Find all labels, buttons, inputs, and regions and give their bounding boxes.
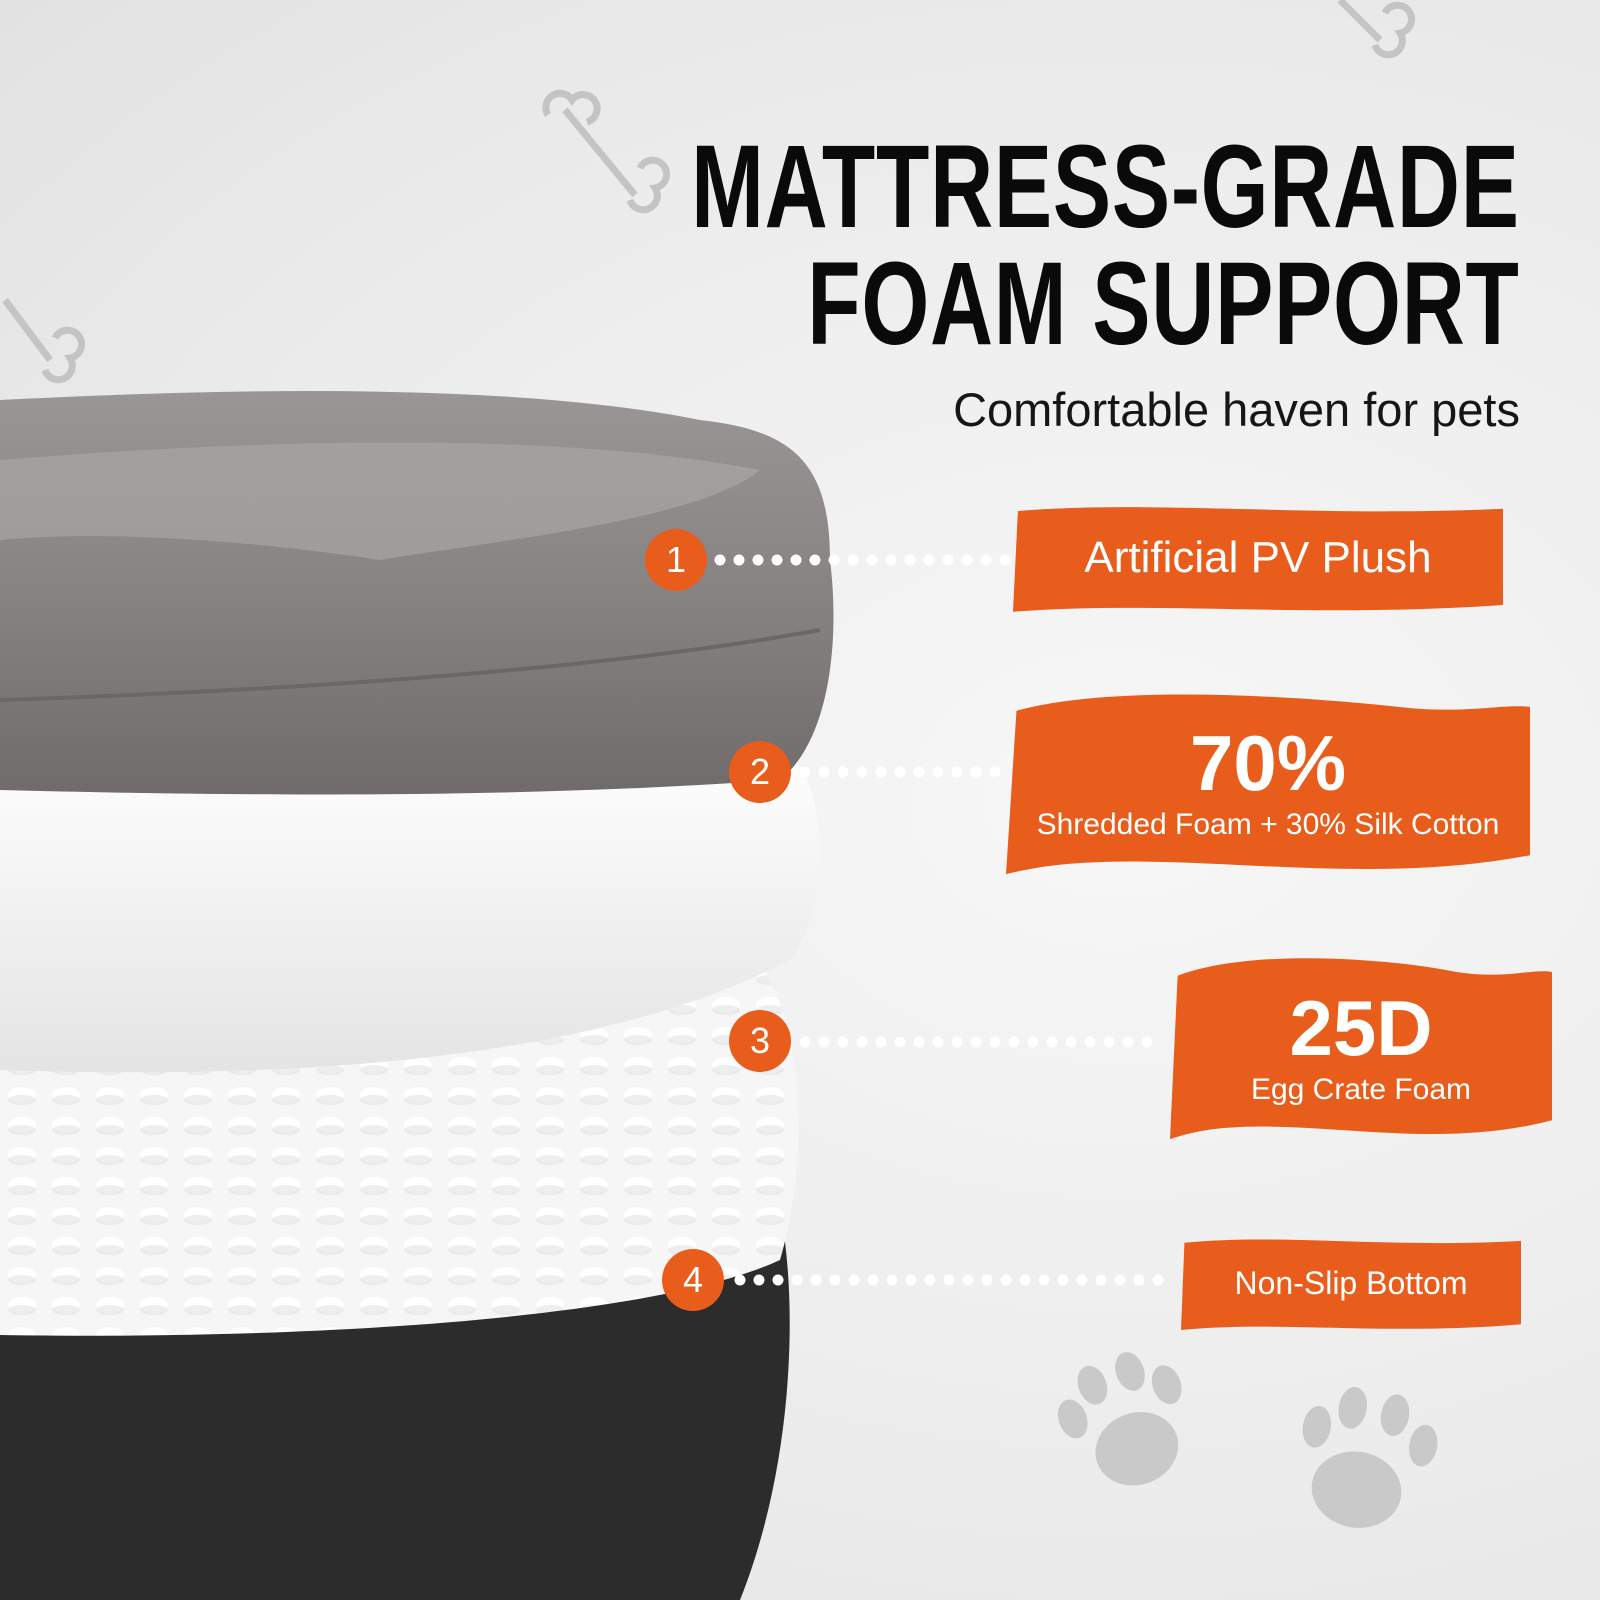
dotted-connectors	[714, 554, 1181, 1286]
bone-icon	[1337, 0, 1415, 59]
bone-icon	[2, 297, 85, 384]
heading-line-1: MATTRESS-GRADE	[691, 121, 1520, 253]
layer-badge-1: 1	[645, 529, 707, 591]
paw-print-icon	[1302, 1386, 1438, 1528]
heading-line-2: FOAM SUPPORT	[807, 238, 1520, 370]
layer-badge-2: 2	[729, 741, 791, 803]
layer-label: Non-Slip Bottom	[1234, 1265, 1468, 1301]
subtitle: Comfortable haven for pets	[953, 383, 1520, 436]
layer-value: 25D	[1289, 984, 1433, 1072]
bone-icon	[542, 89, 670, 214]
paw-print-icon	[1057, 1352, 1182, 1486]
layer-banner-1: Artificial PV Plush	[1013, 502, 1503, 614]
layer-badge-4: 4	[662, 1249, 724, 1311]
egg-crate-foam-layer	[0, 940, 799, 1336]
layer-value: 70%	[1189, 719, 1347, 807]
layer-banner-2: 70% Shredded Foam + 30% Silk Cotton	[1006, 688, 1530, 878]
layer-banner-4: Non-Slip Bottom	[1181, 1235, 1521, 1332]
layer-label: Shredded Foam + 30% Silk Cotton	[1036, 808, 1500, 841]
layer-label: Egg Crate Foam	[1250, 1073, 1472, 1106]
layer-label: Artificial PV Plush	[1084, 533, 1432, 582]
layer-badge-3: 3	[729, 1010, 791, 1072]
layer-banner-3: 25D Egg Crate Foam	[1170, 953, 1552, 1143]
shredded-foam-layer	[0, 740, 820, 1073]
